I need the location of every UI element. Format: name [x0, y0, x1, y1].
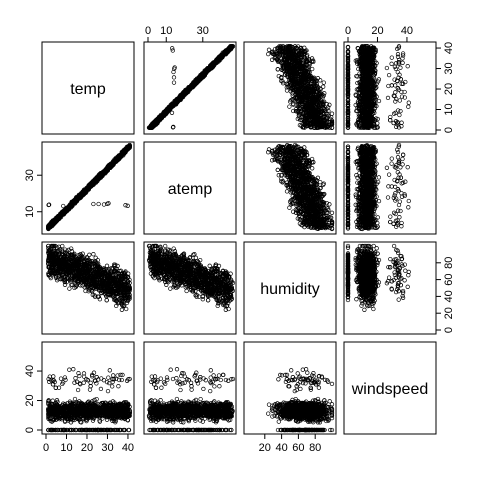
data-point: [329, 111, 335, 116]
panel-atemp-vs-atemp: [143, 141, 237, 235]
data-point: [321, 84, 326, 89]
panel-humidity-vs-humidity: [243, 241, 337, 335]
panel-atemp-vs-humidity: [243, 141, 337, 235]
data-point: [398, 108, 403, 114]
data-point: [395, 52, 401, 57]
panel-windspeed-vs-windspeed: [343, 341, 437, 435]
panel-temp-vs-atemp: [143, 41, 237, 135]
panel-humidity-vs-temp: [41, 241, 135, 335]
panel-humidity-vs-atemp: [143, 241, 237, 335]
data-point: [389, 61, 394, 66]
panel-humidity-vs-windspeed: [343, 241, 437, 335]
panel-windspeed-vs-humidity: [243, 341, 337, 435]
data-point: [395, 69, 400, 75]
panel-temp-vs-humidity: [243, 41, 337, 135]
panel-temp-vs-temp: [41, 41, 135, 135]
data-point: [171, 80, 177, 85]
panel-temp-vs-windspeed: [343, 41, 437, 135]
data-point: [397, 112, 402, 118]
panels-layer: [41, 41, 437, 435]
data-point: [393, 90, 398, 95]
data-point: [399, 120, 404, 125]
data-point: [275, 67, 280, 72]
data-point: [389, 55, 394, 60]
data-point: [395, 108, 401, 113]
data-point: [321, 80, 326, 85]
data-point: [96, 201, 101, 207]
data-point: [405, 64, 410, 69]
data-point: [406, 100, 411, 105]
data-point: [287, 104, 292, 109]
data-point: [266, 51, 271, 57]
points-temp-vs-windspeed: [345, 43, 411, 130]
panel-windspeed-vs-temp: [41, 341, 135, 435]
panel-windspeed-vs-atemp: [143, 341, 237, 435]
data-point: [61, 203, 66, 209]
data-point: [170, 48, 175, 53]
data-point: [169, 110, 175, 115]
panel-atemp-vs-temp: [41, 141, 135, 235]
data-point: [170, 46, 175, 51]
points-atemp-vs-temp: [46, 142, 133, 232]
data-point: [406, 104, 411, 109]
points-temp-vs-humidity: [266, 43, 335, 130]
points-temp-vs-atemp: [146, 43, 236, 130]
data-point: [397, 98, 402, 103]
data-point: [386, 83, 391, 89]
panel-atemp-vs-windspeed: [343, 141, 437, 235]
data-point: [171, 75, 177, 80]
data-point: [385, 95, 391, 101]
data-point: [384, 65, 390, 71]
data-point: [386, 72, 392, 78]
points-layer: [46, 43, 411, 433]
data-point: [398, 65, 403, 70]
data-point: [400, 60, 405, 65]
